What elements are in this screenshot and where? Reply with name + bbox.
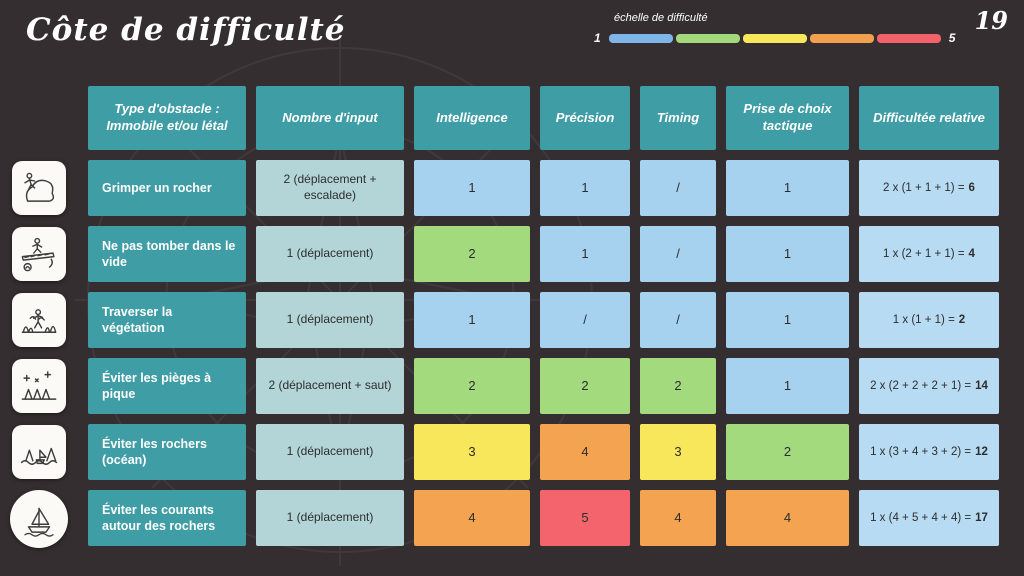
score-cell-timing: /: [640, 292, 716, 348]
inputs-cell: 1 (déplacement): [256, 226, 404, 282]
score-cell-precision: 2: [540, 358, 630, 414]
relative-difficulty-cell: 1 x (1 + 1) = 2: [859, 292, 999, 348]
score-cell-timing: /: [640, 160, 716, 216]
score-cell-precision: 1: [540, 226, 630, 282]
header-intelligence: Intelligence: [414, 86, 530, 150]
obstacle-thumbnail-rochers: [12, 425, 66, 479]
header-type-obstacle: Type d'obstacle : Immobile et/ou létal: [88, 86, 246, 150]
score-cell-tactique: 4: [726, 490, 849, 546]
relative-result: 17: [975, 511, 988, 524]
header-nombre-input: Nombre d'input: [256, 86, 404, 150]
relative-formula: 2 x (2 + 2 + 2 + 1) =: [870, 379, 972, 392]
relative-formula: 1 x (2 + 1 + 1) =: [883, 247, 965, 260]
relative-formula: 1 x (4 + 5 + 4 + 4) =: [870, 511, 972, 524]
scale-segment: [675, 33, 740, 43]
difficulty-scale: 1 5: [594, 31, 955, 45]
inputs-cell: 1 (déplacement): [256, 292, 404, 348]
relative-difficulty-cell: 1 x (3 + 4 + 3 + 2) = 12: [859, 424, 999, 480]
inputs-cell: 2 (déplacement + saut): [256, 358, 404, 414]
score-cell-timing: 2: [640, 358, 716, 414]
relative-result: 12: [975, 445, 988, 458]
vegetation-icon: [21, 309, 57, 333]
relative-result: 2: [958, 313, 966, 326]
scale-segment: [608, 33, 673, 43]
ocean-rocks-icon: [20, 447, 58, 465]
relative-formula: 2 x (1 + 1 + 1) =: [883, 181, 965, 194]
obstacle-cell: Ne pas tomber dans le vide: [88, 226, 246, 282]
score-cell-tactique: 1: [726, 358, 849, 414]
scale-segment: [742, 33, 807, 43]
falling-log-icon: [21, 237, 55, 272]
relative-formula: 1 x (3 + 4 + 3 + 2) =: [870, 445, 972, 458]
obstacle-cell: Grimper un rocher: [88, 160, 246, 216]
page-number: 19: [974, 6, 1008, 35]
score-cell-timing: 3: [640, 424, 716, 480]
obstacle-thumbnail-grimper: [12, 161, 66, 215]
score-cell-intelligence: 3: [414, 424, 530, 480]
obstacle-thumbnail-vegetation: [12, 293, 66, 347]
relative-result: 4: [968, 247, 975, 260]
page-title: Côte de difficulté: [26, 12, 346, 48]
header-difficulte-relative: Difficultée relative: [859, 86, 999, 150]
score-cell-intelligence: 2: [414, 226, 530, 282]
score-cell-timing: 4: [640, 490, 716, 546]
score-cell-tactique: 1: [726, 292, 849, 348]
inputs-cell: 2 (déplacement + escalade): [256, 160, 404, 216]
obstacle-thumbnail-courants: [10, 490, 68, 548]
scale-min-label: 1: [594, 31, 601, 45]
score-cell-intelligence: 4: [414, 490, 530, 546]
relative-difficulty-cell: 2 x (1 + 1 + 1) = 6: [859, 160, 999, 216]
relative-difficulty-cell: 1 x (2 + 1 + 1) = 4: [859, 226, 999, 282]
score-cell-timing: /: [640, 226, 716, 282]
climbing-rock-icon: [24, 172, 55, 202]
relative-formula: 1 x (1 + 1) =: [892, 313, 955, 326]
difficulty-table: Type d'obstacle : Immobile et/ou létal N…: [88, 86, 999, 546]
scale-max-label: 5: [948, 31, 956, 45]
difficulty-scale-label: échelle de difficulté: [614, 12, 708, 24]
score-cell-intelligence: 1: [414, 160, 530, 216]
sailboat-icon: [24, 507, 54, 537]
score-cell-precision: 5: [540, 490, 630, 546]
score-cell-precision: /: [540, 292, 630, 348]
header-precision: Précision: [540, 86, 630, 150]
scale-segment: [876, 33, 941, 43]
difficulty-scale-segments: [608, 33, 941, 43]
score-cell-tactique: 1: [726, 226, 849, 282]
relative-difficulty-cell: 1 x (4 + 5 + 4 + 4) = 17: [859, 490, 999, 546]
obstacle-cell: Éviter les rochers (océan): [88, 424, 246, 480]
inputs-cell: 1 (déplacement): [256, 424, 404, 480]
obstacle-cell: Éviter les courants autour des rochers: [88, 490, 246, 546]
relative-result: 14: [975, 379, 988, 392]
header-prise-de-choix: Prise de choix tactique: [726, 86, 849, 150]
score-cell-precision: 1: [540, 160, 630, 216]
inputs-cell: 1 (déplacement): [256, 490, 404, 546]
obstacle-cell: Éviter les pièges à pique: [88, 358, 246, 414]
score-cell-intelligence: 1: [414, 292, 530, 348]
obstacle-cell: Traverser la végétation: [88, 292, 246, 348]
score-cell-intelligence: 2: [414, 358, 530, 414]
score-cell-tactique: 1: [726, 160, 849, 216]
relative-difficulty-cell: 2 x (2 + 2 + 2 + 1) = 14: [859, 358, 999, 414]
scale-segment: [809, 33, 874, 43]
obstacle-thumbnail-pieges: [12, 359, 66, 413]
score-cell-tactique: 2: [726, 424, 849, 480]
score-cell-precision: 4: [540, 424, 630, 480]
spikes-trap-icon: [21, 371, 57, 400]
obstacle-thumbnail-vide: [12, 227, 66, 281]
relative-result: 6: [968, 181, 975, 194]
header-timing: Timing: [640, 86, 716, 150]
